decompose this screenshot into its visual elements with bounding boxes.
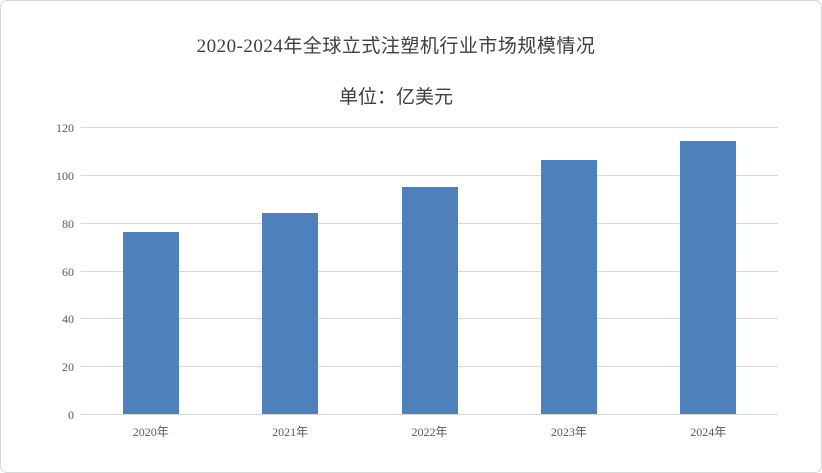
y-tick-label: 20 [62, 360, 74, 375]
chart-title: 2020-2024年全球立式注塑机行业市场规模情况 [196, 36, 596, 57]
x-axis: 2020年 2021年 2022年 2023年 2024年 [81, 422, 778, 442]
x-tick-label: 2023年 [550, 425, 587, 439]
chart-subtitle: 单位：亿美元 [338, 87, 453, 108]
bar-2021年 [262, 213, 319, 414]
y-tick-label: 100 [56, 168, 74, 183]
y-tick-label: 80 [62, 216, 74, 231]
y-tick-label: 40 [62, 312, 74, 327]
x-tick-label: 2021年 [272, 425, 309, 439]
bar-2022年 [401, 186, 458, 414]
gridline [81, 127, 778, 128]
y-tick-label: 60 [62, 264, 74, 279]
bar-2024年 [680, 141, 737, 414]
x-tick-label: 2020年 [132, 425, 169, 439]
plot-area [81, 127, 778, 415]
x-tick-label: 2022年 [411, 425, 448, 439]
bar-2020年 [122, 232, 179, 414]
y-axis: 0 20 40 60 80 100 120 [1, 121, 74, 422]
bar-2023年 [540, 160, 597, 414]
y-tick-label: 0 [68, 408, 74, 422]
y-tick-label: 120 [56, 121, 74, 135]
x-tick-label: 2024年 [690, 425, 727, 439]
gridline [81, 174, 778, 176]
